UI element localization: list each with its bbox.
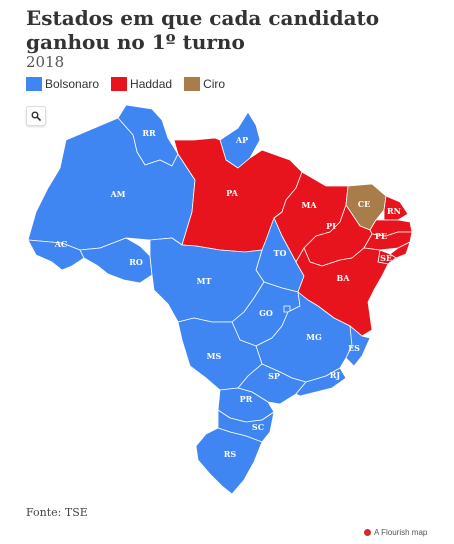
- state-labels: RR AP AM PA MA CE RN PI PE SE AC RO TO B…: [54, 128, 401, 459]
- state-label: SP: [268, 371, 280, 381]
- state-label: PE: [375, 231, 387, 241]
- state-es[interactable]: [345, 325, 371, 367]
- state-label: RJ: [330, 370, 341, 380]
- legend-item-ciro[interactable]: Ciro: [184, 77, 225, 91]
- state-ro[interactable]: [79, 237, 153, 284]
- state-label: CE: [358, 199, 370, 209]
- state-pe[interactable]: [363, 231, 413, 251]
- state-label: MS: [207, 351, 222, 361]
- state-label: AC: [54, 239, 68, 249]
- legend-label: Bolsonaro: [45, 77, 100, 91]
- search-button[interactable]: [26, 106, 46, 126]
- state-label: MG: [306, 332, 322, 342]
- state-label: SC: [252, 422, 264, 432]
- legend-item-bolsonaro[interactable]: Bolsonaro: [26, 77, 99, 91]
- legend: Bolsonaro Haddad Ciro: [26, 77, 225, 91]
- map-subtitle: 2018: [26, 53, 65, 71]
- state-label: SE: [380, 253, 392, 263]
- state-label: RS: [224, 449, 237, 459]
- state-sp[interactable]: [237, 363, 307, 405]
- state-label: GO: [259, 308, 273, 318]
- map-title: Estados em que cada candidato ganhou no …: [26, 6, 380, 54]
- state-label: MA: [301, 200, 317, 210]
- state-rs[interactable]: [195, 427, 263, 495]
- legend-item-haddad[interactable]: Haddad: [111, 77, 172, 91]
- state-label: PR: [240, 394, 253, 404]
- flourish-credit[interactable]: A Flourish map: [364, 528, 427, 537]
- state-am[interactable]: [27, 117, 196, 251]
- state-label: RN: [387, 206, 401, 216]
- state-label: RO: [129, 257, 143, 267]
- search-icon: [31, 111, 41, 121]
- legend-label: Ciro: [203, 77, 226, 91]
- state-label: TO: [274, 248, 287, 258]
- flourish-logo-icon: [364, 529, 371, 536]
- state-label: MT: [197, 276, 212, 286]
- state-rj[interactable]: [295, 367, 347, 397]
- state-ac[interactable]: [27, 239, 85, 271]
- legend-swatch: [26, 77, 42, 91]
- state-label: BA: [337, 273, 351, 283]
- legend-swatch: [184, 77, 201, 91]
- state-label: PA: [226, 188, 238, 198]
- legend-swatch: [111, 77, 128, 91]
- state-label: RR: [142, 128, 156, 138]
- flourish-credit-label: A Flourish map: [374, 528, 428, 537]
- state-label: PI: [326, 221, 336, 231]
- source-note: Fonte: TSE: [26, 506, 88, 519]
- state-label: AM: [109, 189, 125, 199]
- brazil-map: RR AP AM PA MA CE RN PI PE SE AC RO TO B…: [27, 104, 413, 495]
- legend-label: Haddad: [130, 77, 173, 91]
- state-al[interactable]: [389, 241, 411, 259]
- state-label: ES: [348, 343, 360, 353]
- states-layer: [27, 104, 413, 495]
- state-label: AP: [235, 135, 248, 145]
